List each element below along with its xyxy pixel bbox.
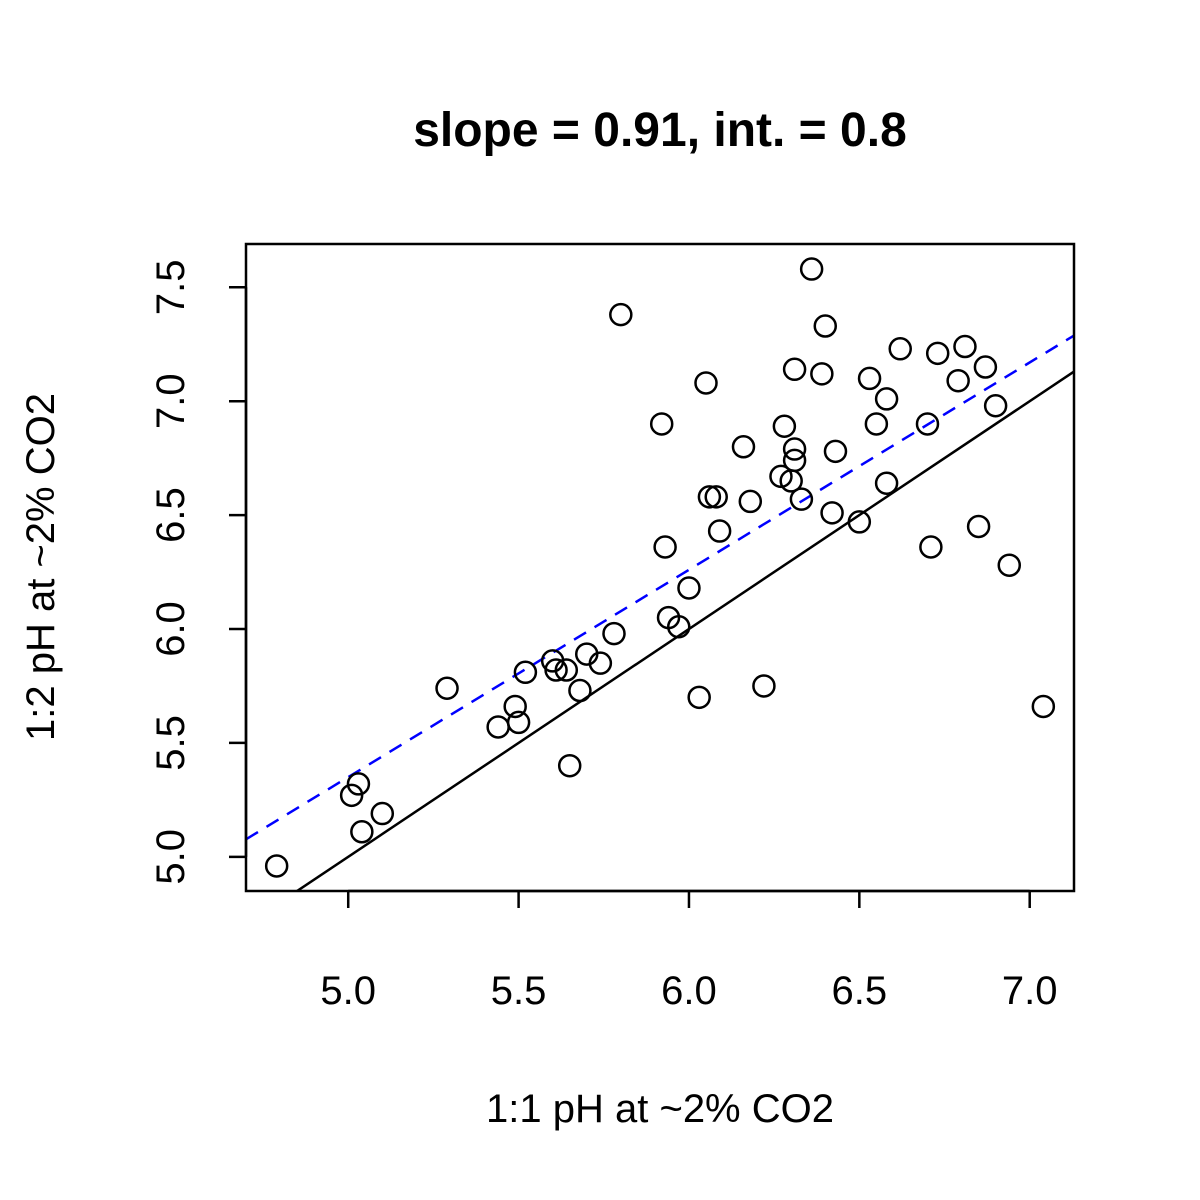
fit-line (246, 334, 1074, 841)
y-tick-label: 5.0 (149, 829, 193, 885)
data-point (789, 487, 814, 511)
chart-title: slope = 0.91, int. = 0.8 (413, 104, 907, 157)
data-point (677, 576, 701, 600)
data-point (874, 387, 899, 411)
x-tick-label: 6.0 (661, 969, 717, 1013)
reference-lines (246, 334, 1074, 891)
data-point (820, 501, 844, 525)
data-point (888, 337, 912, 361)
data-point (544, 658, 568, 682)
data-point (799, 257, 824, 281)
data-point (782, 437, 807, 461)
data-point (823, 439, 848, 464)
data-point (1031, 694, 1056, 719)
data-point (813, 314, 838, 338)
plot-frame (244, 242, 1076, 893)
y-tick-label: 6.5 (149, 487, 193, 543)
data-point (973, 355, 998, 379)
data-point (697, 485, 722, 509)
data-point (857, 366, 882, 391)
y-tick-label: 7.0 (149, 373, 193, 429)
data-point (264, 854, 289, 878)
data-point (769, 464, 793, 489)
data-point (966, 514, 991, 539)
data-point (370, 801, 395, 826)
data-point (609, 302, 633, 327)
data-point (486, 715, 510, 739)
data-point (506, 710, 531, 735)
x-tick-label: 5.0 (320, 969, 376, 1013)
y-tick-label: 6.0 (149, 601, 193, 657)
data-point (752, 674, 776, 698)
data-point (568, 678, 592, 703)
data-point (704, 485, 728, 509)
data-point (864, 412, 889, 436)
data-point (346, 772, 371, 796)
data-point (687, 685, 711, 710)
data-point (738, 489, 763, 514)
data-point (915, 412, 940, 436)
y-tick-label: 5.5 (149, 715, 193, 771)
y-tick-label: 7.5 (149, 259, 193, 315)
data-points (264, 257, 1056, 878)
data-point (847, 510, 872, 534)
data-point (339, 783, 364, 808)
data-point (435, 676, 459, 700)
data-point (666, 614, 691, 639)
identity-line (294, 370, 1074, 891)
data-point (782, 357, 807, 382)
data-point (588, 651, 613, 675)
data-point (707, 519, 732, 543)
data-point (983, 394, 1008, 418)
data-point (554, 658, 579, 682)
data-point (772, 414, 797, 439)
data-point (782, 448, 807, 473)
data-point (602, 621, 626, 646)
x-axis-label: 1:1 pH at ~2% CO2 (486, 1087, 834, 1131)
x-tick-label: 7.0 (1002, 969, 1058, 1013)
data-point (953, 334, 977, 359)
x-tick-label: 5.5 (491, 969, 547, 1013)
data-point (557, 753, 582, 778)
data-point (810, 362, 834, 386)
data-point (919, 535, 943, 559)
x-tick-label: 6.5 (832, 969, 888, 1013)
data-point (694, 371, 718, 395)
data-point (350, 820, 374, 844)
data-point (997, 553, 1022, 577)
data-point (503, 694, 527, 719)
data-point (513, 660, 538, 685)
data-point (925, 341, 950, 366)
data-point (731, 435, 756, 459)
data-point (946, 368, 970, 393)
data-point (874, 471, 899, 495)
y-axis-label: 1:2 pH at ~2% CO2 (19, 393, 63, 741)
data-point (649, 412, 674, 436)
data-point (653, 535, 677, 559)
